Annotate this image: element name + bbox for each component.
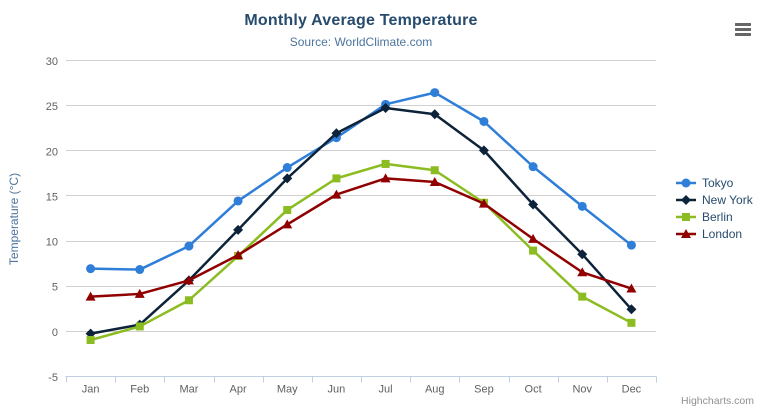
x-axis-tick-label: Aug bbox=[425, 384, 445, 396]
y-axis-tick-label: 5 bbox=[52, 282, 58, 294]
y-axis-tick-label: 20 bbox=[46, 146, 58, 158]
legend-marker-square-icon bbox=[676, 212, 696, 221]
legend-label: London bbox=[702, 226, 743, 241]
x-axis-tick-label: Oct bbox=[525, 384, 542, 396]
y-axis-tick-label: 25 bbox=[46, 101, 58, 113]
legend: Tokyo New York Berlin London bbox=[676, 174, 753, 242]
legend-item-berlin[interactable]: Berlin bbox=[676, 208, 753, 225]
legend-label: New York bbox=[702, 192, 753, 207]
x-axis-tick-label: Sep bbox=[474, 384, 494, 396]
y-axis-tick-label: -5 bbox=[48, 372, 58, 384]
legend-marker-diamond-icon bbox=[676, 194, 696, 205]
hamburger-icon bbox=[735, 22, 751, 36]
x-axis-tick-label: Dec bbox=[622, 384, 642, 396]
x-axis-tick-label: May bbox=[277, 384, 298, 396]
x-axis-tick-label: Feb bbox=[130, 384, 149, 396]
legend-label: Berlin bbox=[702, 209, 733, 224]
x-axis-tick-label: Jun bbox=[328, 384, 346, 396]
series-line-new-york bbox=[89, 106, 633, 335]
x-axis-tick-label: Nov bbox=[572, 384, 592, 396]
y-axis-tick-label: 30 bbox=[46, 56, 58, 68]
x-axis-tick-label: Mar bbox=[179, 384, 198, 396]
legend-item-london[interactable]: London bbox=[676, 225, 753, 242]
legend-marker-circle-icon bbox=[676, 178, 696, 187]
legend-label: Tokyo bbox=[702, 175, 734, 190]
legend-item-new-york[interactable]: New York bbox=[676, 191, 753, 208]
series-line-berlin bbox=[89, 162, 633, 342]
export-menu-button[interactable] bbox=[733, 19, 753, 37]
series-markers-tokyo[interactable] bbox=[86, 88, 636, 275]
x-axis bbox=[65, 376, 657, 383]
gridlines bbox=[66, 60, 656, 377]
x-axis-labels: Jan Feb Mar Apr May Jun Jul Aug Sep Oct Nov Dec bbox=[82, 384, 642, 396]
chart-subtitle: Source: WorldClimate.com bbox=[289, 35, 433, 49]
series-markers-london[interactable] bbox=[85, 173, 637, 301]
series-line-tokyo bbox=[89, 91, 633, 271]
y-axis-tick-label: 10 bbox=[46, 237, 58, 249]
highcharts-credit[interactable]: Highcharts.com bbox=[681, 395, 754, 407]
y-axis-tick-label: 0 bbox=[52, 327, 58, 339]
legend-item-tokyo[interactable]: Tokyo bbox=[676, 174, 753, 191]
y-axis-labels: -5 0 5 10 15 20 25 30 bbox=[46, 56, 58, 384]
series-line-london bbox=[89, 177, 633, 298]
x-axis-tick-label: Jul bbox=[379, 384, 393, 396]
chart-title: Monthly Average Temperature bbox=[244, 12, 478, 29]
legend-marker-triangle-icon bbox=[676, 228, 696, 238]
y-axis-tick-label: 15 bbox=[46, 191, 58, 203]
x-axis-tick-label: Jan bbox=[82, 384, 100, 396]
x-axis-tick-label: Apr bbox=[230, 384, 247, 396]
series-markers-new-york[interactable] bbox=[85, 102, 637, 339]
